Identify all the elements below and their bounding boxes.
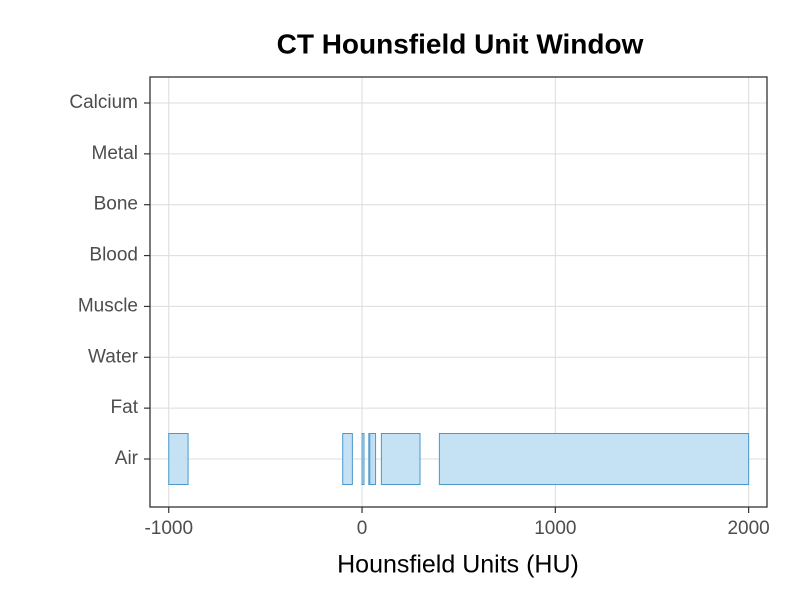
x-tick-label: 2000 [727,518,769,539]
plot-border [149,76,768,508]
bar [438,433,750,485]
y-tick-label: Air [115,448,139,469]
y-tick-label: Water [88,346,139,367]
x-tick-label: 0 [357,518,368,539]
x-axis-label: Hounsfield Units (HU) [337,551,579,579]
y-tick-label: Fat [111,397,139,418]
chart-title: CT Hounsfield Unit Window [277,28,644,59]
y-tick-label: Bone [94,194,138,215]
bar [369,433,377,485]
y-tick-label: Metal [92,143,138,164]
x-tick-label: 1000 [534,518,576,539]
y-tick-label: Calcium [69,92,138,113]
x-tick-label: -1000 [144,518,193,539]
bar [342,433,353,485]
y-tick-label: Muscle [78,295,138,316]
bar [168,433,189,485]
y-tick-label: Blood [89,245,138,266]
bar [380,433,421,485]
bar [361,433,365,485]
